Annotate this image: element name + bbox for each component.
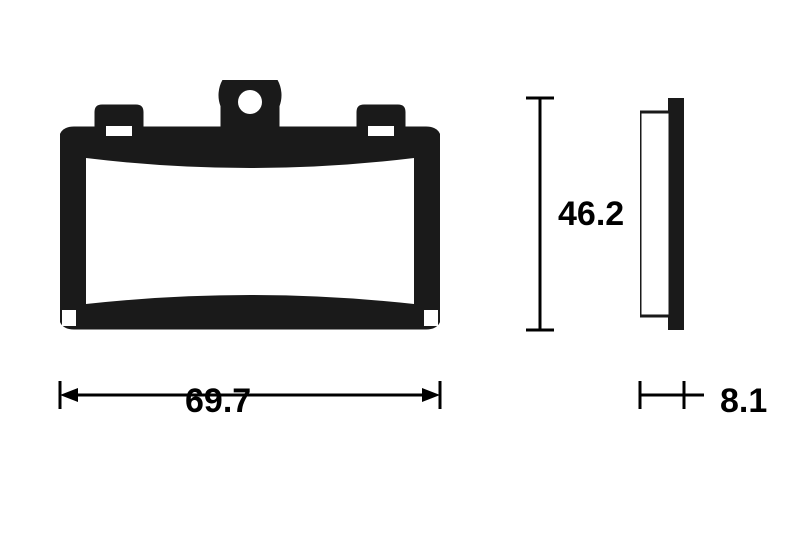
dimension-label-thickness: 8.1 — [720, 382, 767, 421]
diagram-stage: 69.7 46.2 8.1 — [0, 0, 800, 533]
dimension-line-thickness — [0, 0, 800, 533]
